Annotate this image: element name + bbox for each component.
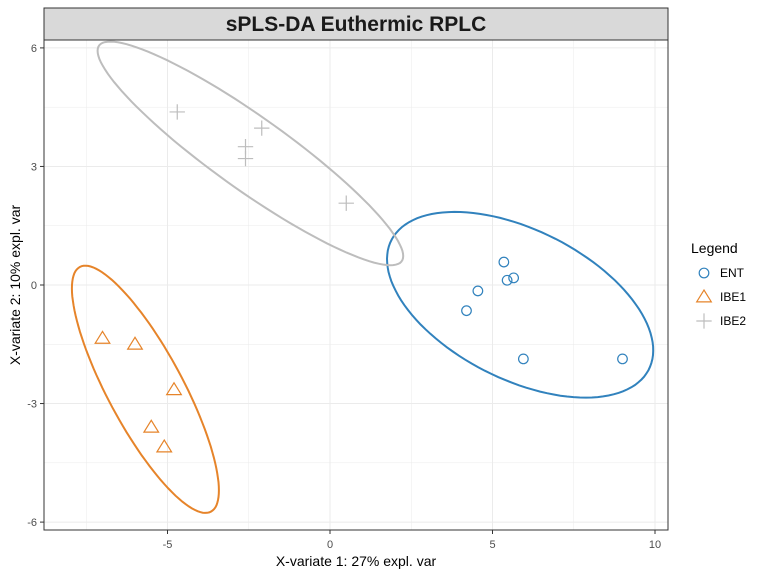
legend-title: Legend: [691, 240, 738, 256]
point-ent: [461, 305, 472, 317]
gridlines: [44, 40, 668, 530]
y-tick-label: 6: [31, 43, 37, 55]
point-ent: [617, 353, 628, 365]
point-ent: [501, 274, 513, 286]
x-axis-title: X-variate 1: 27% expl. var: [276, 553, 437, 569]
legend-key-ibe1: [695, 288, 713, 303]
y-tick-label: 0: [31, 280, 37, 292]
ellipse-ent: [385, 210, 655, 399]
x-tick-label: 10: [649, 539, 661, 551]
chart-title: sPLS-DA Euthermic RPLC: [226, 13, 487, 36]
point-ibe1: [155, 438, 173, 453]
legend-key-ent: [698, 267, 710, 279]
legend-key-ibe2: [696, 313, 712, 329]
point-ibe1: [165, 381, 183, 396]
x-tick-label: 0: [327, 539, 333, 551]
title-strip: [43, 7, 669, 41]
point-ibe1: [94, 330, 111, 344]
y-axis-title: X-variate 2: 10% expl. var: [7, 205, 23, 366]
point-ent: [508, 272, 520, 284]
point-ent: [498, 256, 510, 268]
point-ent: [472, 285, 484, 297]
y-tick-label: -6: [27, 517, 37, 529]
y-axis-ticks: -6 -3 0 3 6: [27, 43, 44, 529]
y-tick-label: 3: [31, 161, 37, 173]
data-points: [94, 104, 628, 453]
ellipse-ibe1: [70, 264, 220, 514]
x-axis-ticks: -5 0 5 10: [163, 530, 661, 551]
y-tick-label: -3: [27, 399, 37, 411]
point-ibe1: [142, 419, 160, 433]
x-tick-label: 5: [489, 539, 495, 551]
legend-label-ibe2: IBE2: [720, 314, 746, 328]
ellipse-ibe2: [96, 40, 405, 267]
point-ibe2: [338, 195, 354, 211]
point-ibe1: [126, 336, 144, 350]
point-ibe2: [237, 150, 254, 167]
point-ibe2: [254, 120, 270, 136]
x-tick-label: -5: [163, 539, 173, 551]
point-ibe2: [169, 104, 185, 120]
point-ent: [517, 353, 529, 365]
confidence-ellipses: [70, 40, 655, 514]
legend-label-ent: ENT: [720, 266, 745, 280]
legend: Legend ENT IBE1 IBE2: [691, 240, 746, 329]
legend-label-ibe1: IBE1: [720, 290, 746, 304]
